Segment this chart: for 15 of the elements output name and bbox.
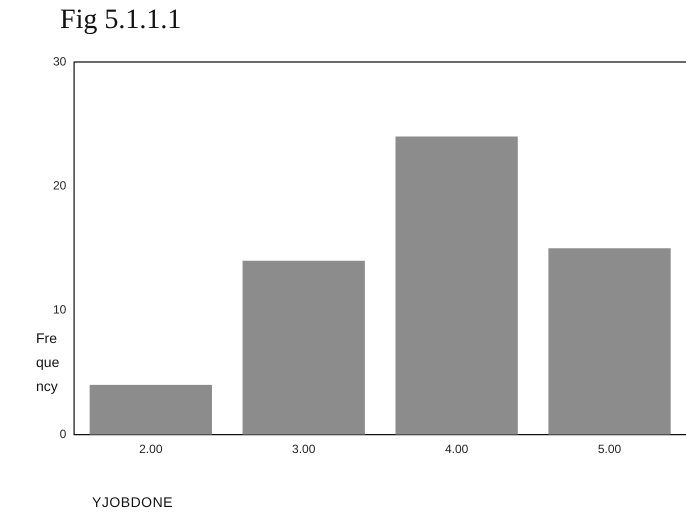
x-tick-label: 2.00: [139, 442, 163, 456]
chart-title: Fig 5.1.1.1: [60, 4, 182, 36]
x-tick-label: 3.00: [292, 442, 316, 456]
bar: [242, 260, 365, 435]
bar: [90, 384, 212, 435]
y-tick-label: 0: [60, 426, 67, 441]
x-tick-label: 4.00: [444, 442, 469, 456]
y-tick-label: 20: [52, 178, 67, 193]
bar: [548, 248, 671, 435]
y-tick-label: 10: [52, 302, 67, 317]
y-axis-title: Frequency: [36, 329, 60, 396]
y-tick-label: 30: [52, 54, 67, 68]
bar: [395, 136, 518, 435]
x-tick-label: 5.00: [598, 442, 622, 456]
x-axis-title: YJOBDONE: [92, 494, 174, 510]
